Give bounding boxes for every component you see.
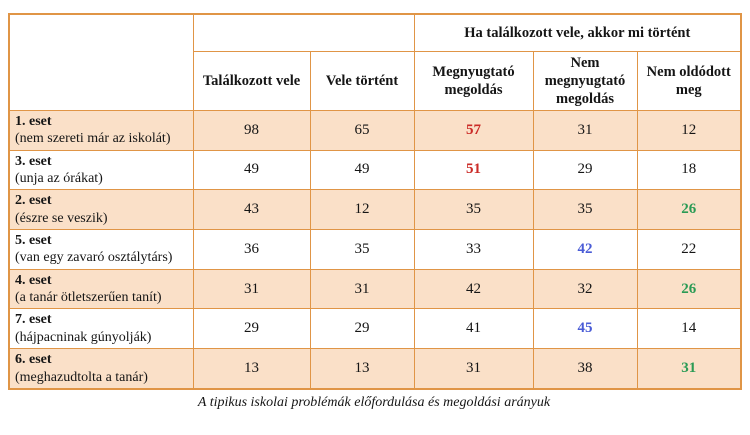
- group-header: Ha találkozott vele, akkor mi történt: [413, 13, 742, 52]
- case-description: (a tanár ötletszerűen tanít): [15, 290, 162, 306]
- header-row-columns: Találkozott vele Vele történt Megnyugtat…: [9, 50, 742, 111]
- table-row: 6. eset (meghazudtolta a tanár) 13 13 31 38 31: [8, 348, 742, 390]
- value-cell: 35: [413, 189, 534, 231]
- value-cell: 42: [413, 268, 534, 310]
- case-title: 2. eset: [15, 193, 52, 209]
- value-cell: 22: [636, 229, 742, 270]
- problems-table: Ha találkozott vele, akkor mi történt Ta…: [8, 13, 743, 390]
- case-description: (észre se veszik): [15, 210, 108, 226]
- value-cell: 26: [636, 189, 742, 231]
- case-label-cell: 2. eset (észre se veszik): [8, 189, 194, 231]
- col-header-talalkozott-vele: Találkozott vele: [192, 50, 311, 111]
- value-cell: 32: [532, 268, 638, 310]
- value-cell: 42: [532, 229, 638, 270]
- table-row: 3. eset (unja az órákat) 49 49 51 29 18: [8, 149, 742, 191]
- table-row: 4. eset (a tanár ötletszerűen tanít) 31 31 4…: [8, 268, 742, 310]
- value-cell: 38: [532, 348, 638, 390]
- value-cell: 31: [309, 268, 415, 310]
- case-label-cell: 6. eset (meghazudtolta a tanár): [8, 348, 194, 390]
- table-caption: A tipikus iskolai problémák előfordulása…: [197, 394, 551, 410]
- value-cell: 14: [636, 308, 742, 350]
- col-header-megnyugtato-megoldas: Megnyugtató megoldás: [413, 50, 534, 111]
- page: Ha találkozott vele, akkor mi történt Ta…: [8, 13, 743, 410]
- value-cell: 13: [192, 348, 311, 390]
- case-title: 7. eset: [15, 312, 52, 328]
- case-label-cell: 5. eset (van egy zavaró osztálytárs): [8, 229, 194, 270]
- value-cell: 65: [309, 109, 415, 151]
- col-header-nem-oldodott-meg: Nem oldódott meg: [636, 50, 742, 111]
- value-cell: 31: [532, 109, 638, 151]
- table-body: 1. eset (nem szereti már az iskolát) 98 65 5…: [8, 109, 742, 390]
- case-title: 4. eset: [15, 272, 52, 288]
- table-row: 5. eset (van egy zavaró osztálytárs) 36 35 3…: [8, 229, 742, 270]
- value-cell: 13: [309, 348, 415, 390]
- case-label-cell: 1. eset (nem szereti már az iskolát): [8, 109, 194, 151]
- value-cell: 36: [192, 229, 311, 270]
- case-title: 3. eset: [15, 153, 52, 169]
- value-cell: 41: [413, 308, 534, 350]
- value-cell: 49: [192, 149, 311, 191]
- case-label-cell: 7. eset (hájpacninak gúnyolják): [8, 308, 194, 350]
- value-cell: 35: [309, 229, 415, 270]
- corner-empty-cell: [8, 13, 194, 111]
- value-cell: 29: [532, 149, 638, 191]
- case-label-cell: 4. eset (a tanár ötletszerűen tanít): [8, 268, 194, 310]
- value-cell: 51: [413, 149, 534, 191]
- value-cell: 33: [413, 229, 534, 270]
- value-cell: 29: [309, 308, 415, 350]
- value-cell: 31: [192, 268, 311, 310]
- table-row: 2. eset (észre se veszik) 43 12 35 35 26: [8, 189, 742, 231]
- value-cell: 43: [192, 189, 311, 231]
- value-cell: 31: [413, 348, 534, 390]
- table-row: 7. eset (hájpacninak gúnyolják) 29 29 41 45 14: [8, 308, 742, 350]
- case-description: (hájpacninak gúnyolják): [15, 329, 152, 345]
- case-label-cell: 3. eset (unja az órákat): [8, 149, 194, 191]
- value-cell: 12: [636, 109, 742, 151]
- case-description: (nem szereti már az iskolát): [15, 131, 171, 147]
- table-row: 1. eset (nem szereti már az iskolát) 98 65 5…: [8, 109, 742, 151]
- value-cell: 31: [636, 348, 742, 390]
- value-cell: 18: [636, 149, 742, 191]
- value-cell: 12: [309, 189, 415, 231]
- value-cell: 45: [532, 308, 638, 350]
- value-cell: 29: [192, 308, 311, 350]
- header-row-group: Ha találkozott vele, akkor mi történt: [8, 13, 742, 111]
- value-cell: 57: [413, 109, 534, 151]
- case-description: (van egy zavaró osztálytárs): [15, 250, 173, 266]
- value-cell: 98: [192, 109, 311, 151]
- case-description: (unja az órákat): [15, 170, 103, 186]
- value-cell: 26: [636, 268, 742, 310]
- case-title: 6. eset: [15, 352, 52, 368]
- col-header-vele-tortent: Vele történt: [309, 50, 415, 111]
- case-title: 5. eset: [15, 233, 52, 249]
- case-title: 1. eset: [15, 113, 52, 129]
- value-cell: 49: [309, 149, 415, 191]
- spacer-empty-cell: [192, 13, 415, 52]
- value-cell: 35: [532, 189, 638, 231]
- case-description: (meghazudtolta a tanár): [15, 369, 148, 385]
- col-header-nem-megnyugtato-megoldas: Nem megnyugtató megoldás: [532, 50, 638, 111]
